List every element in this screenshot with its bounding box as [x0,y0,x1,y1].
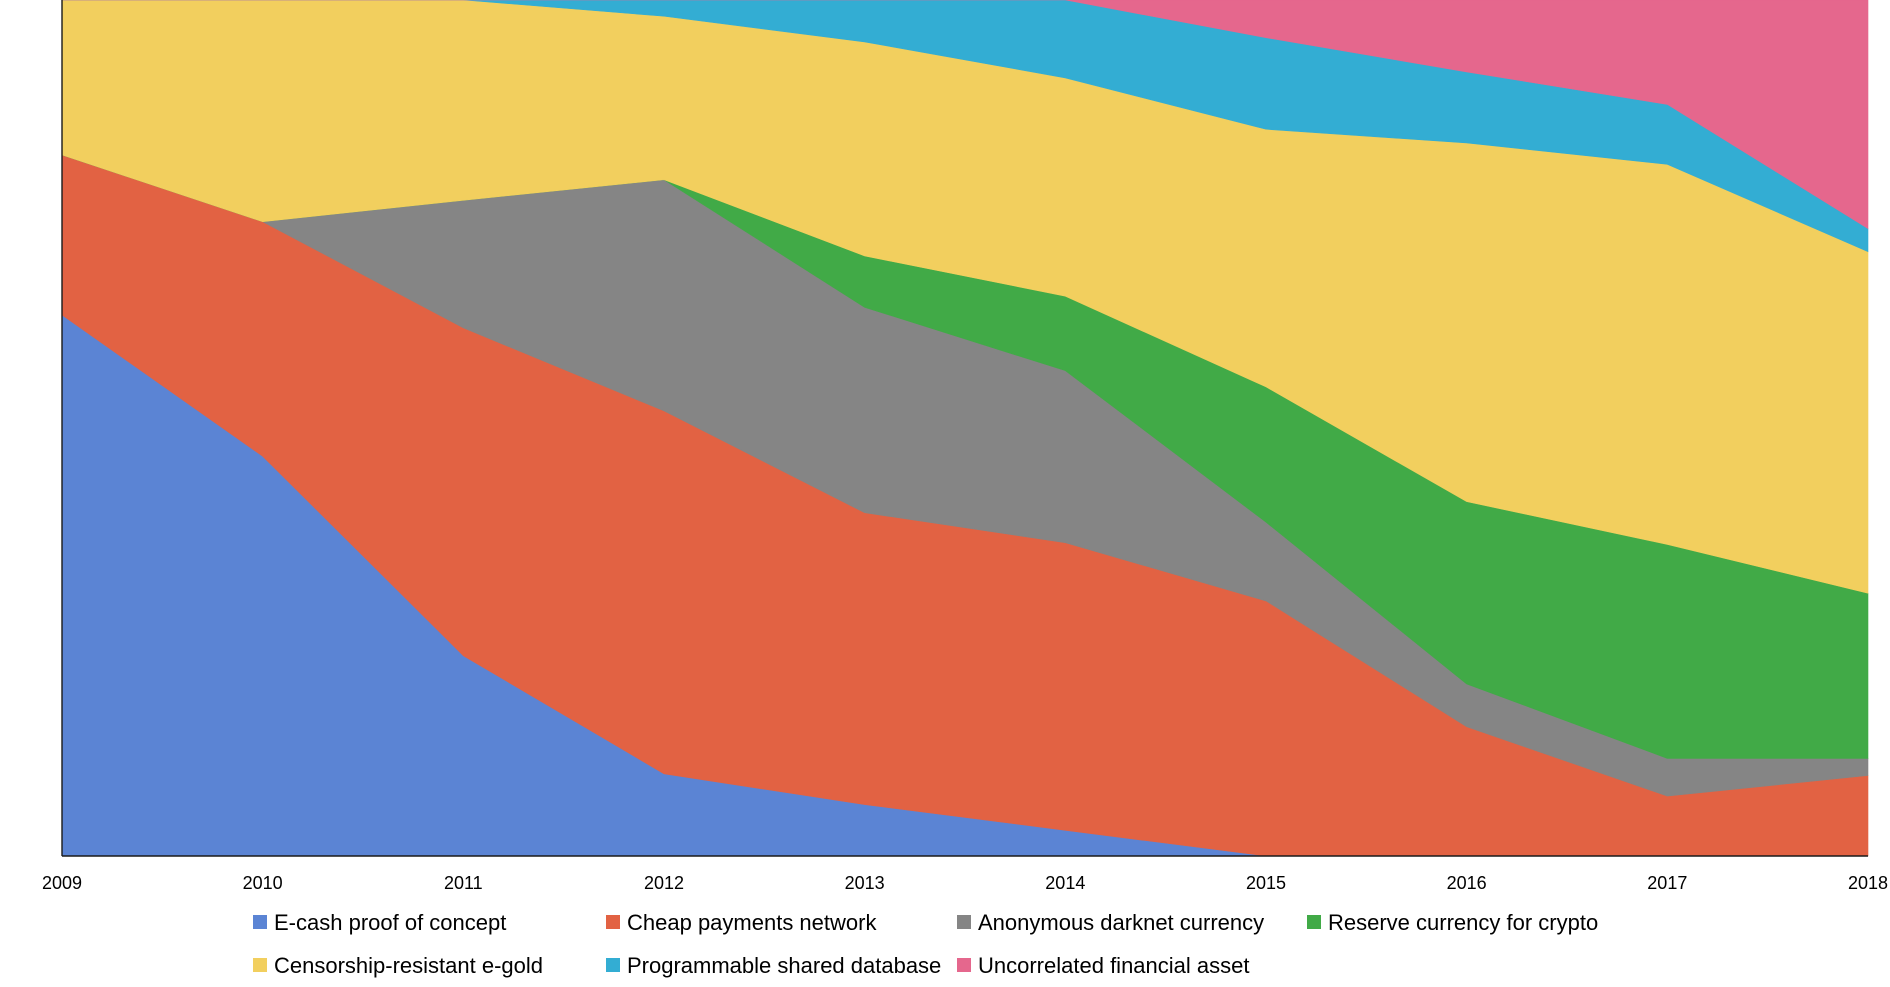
legend-swatch [1307,915,1321,929]
legend-item-cheap-payments-network: Cheap payments network [606,910,877,935]
x-tick-label: 2010 [243,873,283,893]
ticks-layer: 2009 2010 2011 2012 2013 2014 2015 2016 2017 2018 [42,873,1888,893]
legend-swatch [606,958,620,972]
legend-label: Cheap payments network [627,910,877,935]
area-series-programmable-shared-database [62,0,1869,253]
legend-swatch [253,915,267,929]
legend-item-censorship-resistant-e-gold: Censorship-resistant e-gold [253,953,543,978]
x-tick-label: 2015 [1246,873,1286,893]
legend: E-cash proof of concept Cheap payments ne… [253,910,1598,978]
legend-item-reserve-currency-for-crypto: Reserve currency for crypto [1307,910,1598,935]
axes-layer [61,0,1868,857]
x-tick-label: 2009 [42,873,82,893]
legend-item-programmable-shared-database: Programmable shared database [606,953,941,978]
x-tick-label: 2016 [1447,873,1487,893]
x-tick-label: 2018 [1848,873,1888,893]
legend-item-uncorrelated-financial-asset: Uncorrelated financial asset [957,953,1249,978]
x-tick-label: 2012 [644,873,684,893]
x-tick-label: 2013 [845,873,885,893]
legend-swatch [606,915,620,929]
legend-swatch [957,958,971,972]
areas-layer [61,0,1869,857]
legend-item-anonymous-darknet-currency: Anonymous darknet currency [957,910,1264,935]
legend-label: Uncorrelated financial asset [978,953,1249,978]
legend-label: Programmable shared database [627,953,941,978]
legend-swatch [957,915,971,929]
legend-label: E-cash proof of concept [274,910,506,935]
legend-item-e-cash-proof-of-concept: E-cash proof of concept [253,910,506,935]
x-tick-label: 2014 [1045,873,1085,893]
legend-label: Censorship-resistant e-gold [274,953,543,978]
legend-label: Reserve currency for crypto [1328,910,1598,935]
legend-label: Anonymous darknet currency [978,910,1264,935]
x-tick-label: 2011 [444,873,483,893]
legend-swatch [253,958,267,972]
x-tick-label: 2017 [1647,873,1687,893]
area-series-uncorrelated-financial-asset [62,0,1869,230]
